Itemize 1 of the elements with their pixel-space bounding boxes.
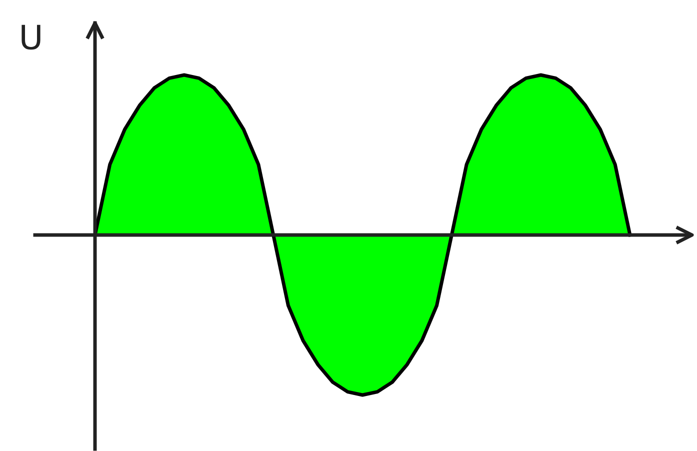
y-axis-title: U <box>22 24 40 50</box>
